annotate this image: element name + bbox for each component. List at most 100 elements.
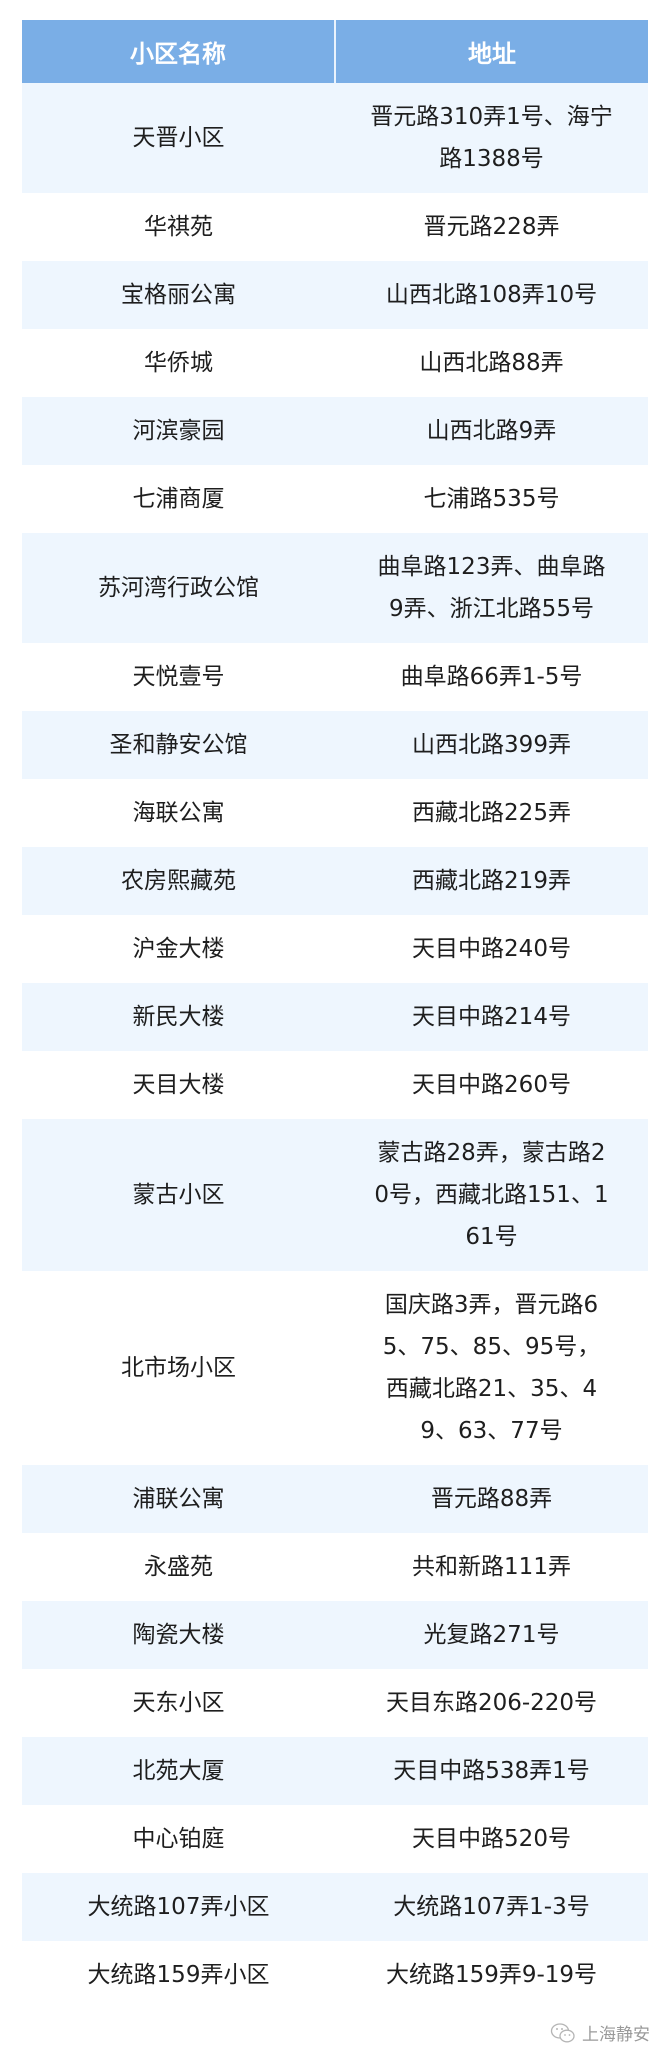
address-line: 山西北路108弄10号 bbox=[385, 282, 598, 308]
address-line: 西藏北路225弄 bbox=[412, 800, 571, 826]
table-row: 七浦商厦 七浦路535号 bbox=[22, 465, 648, 533]
community-name-cell: 宝格丽公寓 bbox=[22, 261, 335, 329]
address-line: 山西北路88弄 bbox=[419, 350, 564, 376]
community-name-cell: 天悦壹号 bbox=[132, 664, 225, 690]
address-line: 天目中路260号 bbox=[412, 1072, 571, 1098]
community-name-cell: 蒙古小区 bbox=[22, 1119, 335, 1271]
address-line: 0号，西藏北路151、1 bbox=[374, 1182, 609, 1208]
address-line: 5、75、85、95号， bbox=[382, 1334, 601, 1360]
table-row: 河滨豪园 山西北路9弄 bbox=[22, 397, 648, 465]
address-line: 七浦路535号 bbox=[423, 486, 560, 512]
table-row: 沪金大楼 天目中路240号 bbox=[22, 915, 648, 983]
table-row: 天晋小区 晋元路310弄1号、海宁 路1388号 bbox=[22, 83, 648, 193]
table-row: 天悦壹号 曲阜路66弄1-5号 bbox=[22, 643, 648, 711]
address-line: 大统路159弄9-19号 bbox=[385, 1962, 598, 1988]
community-name-cell: 华侨城 bbox=[144, 350, 213, 376]
table-row: 圣和静安公馆 山西北路399弄 bbox=[22, 711, 648, 779]
watermark: 上海静安 bbox=[550, 2020, 650, 2045]
address-line: 曲阜路123弄、曲阜路 bbox=[377, 554, 606, 580]
address-cell: 晋元路228弄 bbox=[335, 193, 648, 261]
address-line: 天目中路214号 bbox=[412, 1004, 571, 1030]
table-row: 陶瓷大楼 光复路271号 bbox=[22, 1601, 648, 1669]
table-row: 华祺苑 晋元路228弄 bbox=[22, 193, 648, 261]
address-cell: 七浦路535号 bbox=[335, 465, 648, 533]
address-line: 西藏北路219弄 bbox=[412, 868, 571, 894]
address-cell: 大统路107弄1-3号 bbox=[335, 1873, 648, 1941]
address-cell: 国庆路3弄，晋元路6 5、75、85、95号， 西藏北路21、35、4 9、63、77… bbox=[335, 1271, 648, 1465]
address-cell: 大统路159弄9-19号 bbox=[335, 1941, 648, 2009]
address-line: 天目中路240号 bbox=[412, 936, 571, 962]
address-line: 光复路271号 bbox=[423, 1622, 560, 1648]
address-line: 山西北路399弄 bbox=[412, 732, 571, 758]
table-row: 大统路107弄小区 大统路107弄1-3号 bbox=[22, 1873, 648, 1941]
community-name-cell: 沪金大楼 bbox=[132, 936, 225, 962]
table-body: 天晋小区 晋元路310弄1号、海宁 路1388号 华祺苑 晋元路228弄 宝格丽公寓 山西北… bbox=[22, 83, 648, 2009]
table-row: 北市场小区 国庆路3弄，晋元路6 5、75、85、95号， 西藏北路21、35、4 9、… bbox=[22, 1271, 648, 1465]
community-name-cell: 浦联公寓 bbox=[22, 1465, 335, 1533]
community-name-cell: 大统路107弄小区 bbox=[22, 1873, 335, 1941]
table-row: 永盛苑 共和新路111弄 bbox=[22, 1533, 648, 1601]
address-cell: 天目中路520号 bbox=[335, 1805, 648, 1873]
community-name-cell: 大统路159弄小区 bbox=[87, 1962, 270, 1988]
community-name-cell: 陶瓷大楼 bbox=[22, 1601, 335, 1669]
community-name-cell: 北市场小区 bbox=[121, 1355, 236, 1381]
address-line: 西藏北路21、35、4 bbox=[385, 1376, 598, 1402]
community-name-cell: 七浦商厦 bbox=[132, 486, 225, 512]
community-name-cell: 苏河湾行政公馆 bbox=[22, 533, 335, 643]
address-cell: 天目东路206-220号 bbox=[335, 1669, 648, 1737]
table-row: 苏河湾行政公馆 曲阜路123弄、曲阜路 9弄、浙江北路55号 bbox=[22, 533, 648, 643]
community-name-cell: 北苑大厦 bbox=[22, 1737, 335, 1805]
table-row: 农房熙藏苑 西藏北路219弄 bbox=[22, 847, 648, 915]
community-name-cell: 新民大楼 bbox=[22, 983, 335, 1051]
address-cell: 晋元路88弄 bbox=[335, 1465, 648, 1533]
address-cell: 山西北路108弄10号 bbox=[335, 261, 648, 329]
address-line: 9弄、浙江北路55号 bbox=[389, 596, 594, 622]
table-row: 华侨城 山西北路88弄 bbox=[22, 329, 648, 397]
table-row: 蒙古小区 蒙古路28弄，蒙古路2 0号，西藏北路151、1 61号 bbox=[22, 1119, 648, 1271]
address-cell: 天目中路240号 bbox=[335, 915, 648, 983]
table-row: 海联公寓 西藏北路225弄 bbox=[22, 779, 648, 847]
address-cell: 天目中路538弄1号 bbox=[335, 1737, 648, 1805]
table-row: 新民大楼 天目中路214号 bbox=[22, 983, 648, 1051]
address-line: 曲阜路66弄1-5号 bbox=[400, 664, 583, 690]
address-line: 晋元路228弄 bbox=[423, 214, 560, 240]
header-community-name: 小区名称 bbox=[22, 20, 335, 83]
community-name-cell: 永盛苑 bbox=[144, 1554, 213, 1580]
table-row: 宝格丽公寓 山西北路108弄10号 bbox=[22, 261, 648, 329]
address-cell: 光复路271号 bbox=[335, 1601, 648, 1669]
address-cell: 天目中路214号 bbox=[335, 983, 648, 1051]
table-row: 浦联公寓 晋元路88弄 bbox=[22, 1465, 648, 1533]
address-cell: 山西北路88弄 bbox=[335, 329, 648, 397]
address-line: 蒙古路28弄，蒙古路2 bbox=[377, 1140, 606, 1166]
header-address: 地址 bbox=[334, 20, 648, 83]
address-cell: 山西北路399弄 bbox=[335, 711, 648, 779]
address-cell: 曲阜路123弄、曲阜路 9弄、浙江北路55号 bbox=[335, 533, 648, 643]
community-name-cell: 圣和静安公馆 bbox=[22, 711, 335, 779]
address-line: 天目中路538弄1号 bbox=[393, 1758, 590, 1784]
address-cell: 晋元路310弄1号、海宁 路1388号 bbox=[335, 83, 648, 193]
address-line: 国庆路3弄，晋元路6 bbox=[384, 1292, 599, 1318]
address-line: 晋元路310弄1号、海宁 bbox=[370, 104, 613, 130]
wechat-icon bbox=[550, 2022, 575, 2042]
table-row: 中心铂庭 天目中路520号 bbox=[22, 1805, 648, 1873]
address-cell: 天目中路260号 bbox=[335, 1051, 648, 1119]
address-cell: 蒙古路28弄，蒙古路2 0号，西藏北路151、1 61号 bbox=[335, 1119, 648, 1271]
address-line: 大统路107弄1-3号 bbox=[393, 1894, 590, 1920]
address-line: 晋元路88弄 bbox=[430, 1486, 553, 1512]
address-cell: 曲阜路66弄1-5号 bbox=[335, 643, 648, 711]
table-row: 天目大楼 天目中路260号 bbox=[22, 1051, 648, 1119]
table-row: 天东小区 天目东路206-220号 bbox=[22, 1669, 648, 1737]
community-name-cell: 河滨豪园 bbox=[22, 397, 335, 465]
community-name-cell: 中心铂庭 bbox=[132, 1826, 225, 1852]
address-line: 天目中路520号 bbox=[412, 1826, 571, 1852]
address-line: 山西北路9弄 bbox=[426, 418, 557, 444]
address-cell: 共和新路111弄 bbox=[335, 1533, 648, 1601]
watermark-text: 上海静安 bbox=[582, 2025, 650, 2045]
address-cell: 西藏北路219弄 bbox=[335, 847, 648, 915]
community-name-cell: 天晋小区 bbox=[22, 83, 335, 193]
address-line: 9、63、77号 bbox=[420, 1418, 563, 1444]
table-row: 大统路159弄小区 大统路159弄9-19号 bbox=[22, 1941, 648, 2009]
community-name-cell: 农房熙藏苑 bbox=[22, 847, 335, 915]
community-name-cell: 天东小区 bbox=[132, 1690, 225, 1716]
address-line: 共和新路111弄 bbox=[412, 1554, 571, 1580]
